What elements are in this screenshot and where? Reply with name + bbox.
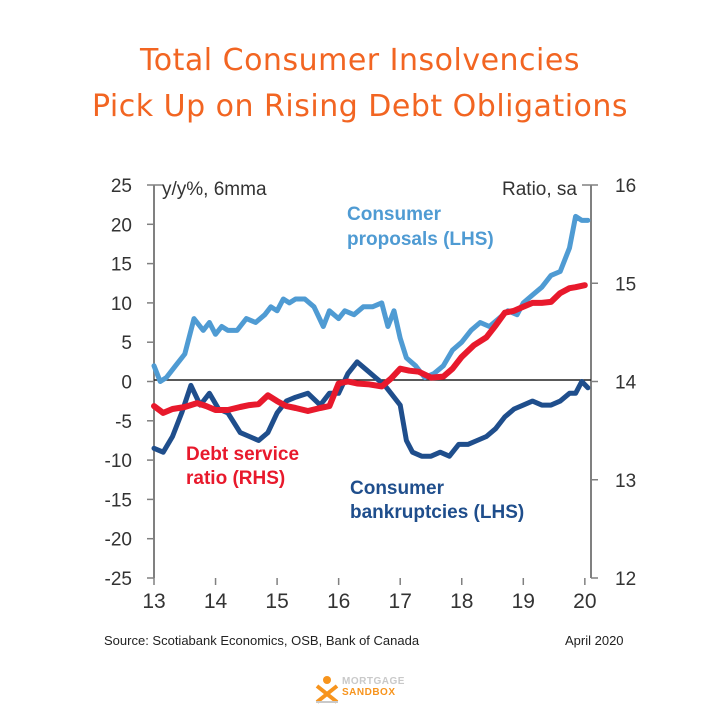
right-y-tick-label: 16: [615, 176, 636, 197]
left-y-tick-label: 15: [111, 255, 132, 276]
right-y-tick-label: 14: [615, 373, 637, 394]
proposals-annotation-line1: Consumer: [347, 204, 442, 225]
series-line-debt-service: [151, 282, 588, 416]
right-y-tick-label: 13: [615, 471, 636, 492]
chart-title-line1: Total Consumer Insolvencies: [140, 43, 580, 78]
chart-title-line2: Pick Up on Rising Debt Obligations: [91, 89, 629, 124]
x-tick-label: 16: [327, 590, 350, 613]
x-tick-label: 13: [142, 590, 165, 613]
logo-text-sandbox: SANDBOX: [342, 687, 396, 698]
left-y-tick-label: -5: [115, 412, 132, 433]
left-y-tick-label: -20: [105, 530, 132, 551]
left-y-tick-label: 25: [111, 176, 132, 197]
x-tick-label: 15: [265, 590, 288, 613]
right-y-tick-label: 12: [615, 569, 636, 590]
x-tick-label: 14: [204, 590, 228, 613]
x-tick-label: 19: [512, 590, 535, 613]
left-y-tick-label: 5: [121, 333, 132, 354]
x-tick-label: 18: [450, 590, 473, 613]
x-tick-label: 17: [389, 590, 412, 613]
logo-icon: [315, 676, 339, 704]
left-y-tick-label: 20: [111, 215, 132, 236]
series-line-proposals: [151, 213, 591, 384]
left-y-tick-label: -15: [105, 490, 132, 511]
left-y-tick-label: 0: [121, 373, 132, 394]
mortgage-sandbox-logo: MORTGAGE SANDBOX: [314, 672, 424, 706]
proposals-annotation-line2: proposals (LHS): [347, 229, 494, 250]
source-note: Source: Scotiabank Economics, OSB, Bank …: [104, 633, 420, 648]
left-y-tick-label: -25: [105, 569, 132, 590]
bankruptcies-annotation-line1: Consumer: [350, 478, 445, 499]
line-chart: 25 20 15 10 5 0 -5 -10 -15 -20 -25 16 15 14 13 12 13 14 15…: [105, 176, 637, 613]
debt-service-annotation-line1: Debt service: [186, 444, 299, 465]
bankruptcies-annotation-line2: bankruptcies (LHS): [350, 502, 524, 523]
right-axis-label: Ratio, sa: [502, 179, 577, 200]
left-y-tick-label: 10: [111, 294, 132, 315]
date-note: April 2020: [565, 633, 624, 648]
x-tick-label: 20: [573, 590, 596, 613]
left-axis-label: y/y%, 6mma: [162, 179, 267, 200]
chart-title: Total Consumer Insolvencies Pick Up on R…: [0, 38, 720, 130]
right-y-tick-label: 15: [615, 274, 636, 295]
debt-service-annotation-line2: ratio (RHS): [186, 468, 285, 489]
logo-text-mortgage: MORTGAGE: [342, 676, 405, 687]
left-y-tick-label: -10: [105, 451, 132, 472]
